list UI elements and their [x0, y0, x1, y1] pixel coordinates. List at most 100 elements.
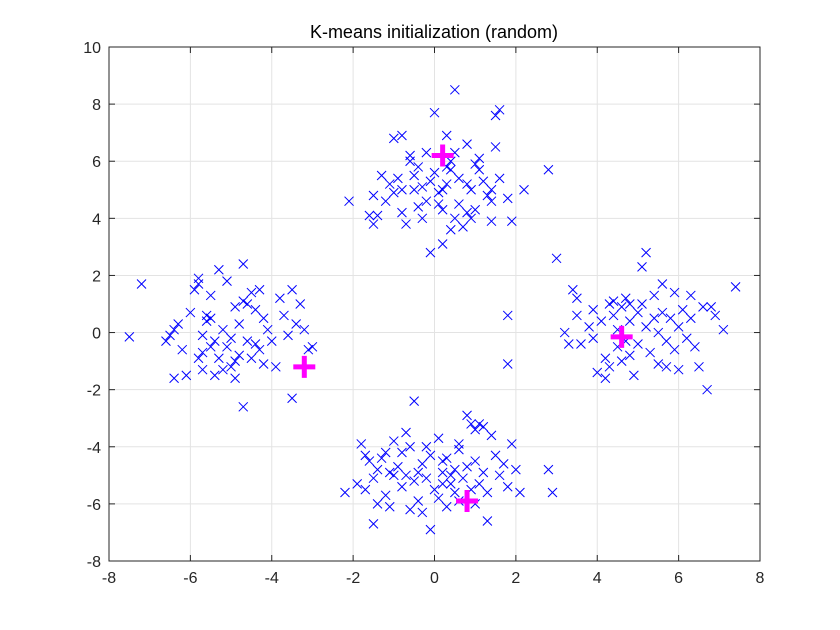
data-point [506, 439, 517, 449]
data-point [466, 419, 476, 429]
data-point [649, 313, 660, 324]
data-point [641, 247, 651, 258]
data-point [303, 344, 314, 355]
data-point [433, 433, 444, 444]
data-point [433, 199, 444, 209]
data-point [291, 319, 302, 329]
data-point [124, 331, 135, 342]
data-point [193, 279, 204, 289]
data-point [356, 439, 367, 449]
y-tick-label: 6 [92, 154, 101, 171]
data-point [429, 167, 440, 178]
y-tick-label: -4 [87, 440, 101, 457]
data-point [445, 479, 456, 489]
data-point [470, 159, 481, 169]
data-point [690, 341, 700, 352]
data-point [283, 330, 293, 341]
data-point [588, 304, 599, 315]
data-point [677, 304, 688, 315]
data-point [388, 133, 399, 144]
data-point [352, 479, 363, 489]
data-point [413, 496, 424, 506]
data-point [470, 204, 481, 215]
data-point [270, 361, 281, 372]
data-point [449, 487, 460, 498]
data-point [490, 142, 501, 152]
data-point [295, 299, 306, 309]
data-point [596, 316, 607, 326]
data-point [242, 336, 253, 346]
data-point [486, 430, 497, 441]
data-point [246, 287, 257, 298]
centroid-marker [456, 490, 479, 513]
data-point [425, 247, 436, 258]
data-point [482, 516, 493, 526]
data-point [222, 276, 232, 287]
data-point [230, 373, 240, 384]
data-point [437, 184, 448, 195]
data-point [494, 104, 505, 115]
data-point [694, 361, 704, 372]
data-point [470, 424, 481, 435]
data-point [242, 299, 253, 309]
data-point [685, 290, 696, 301]
data-point [567, 284, 578, 295]
data-point [234, 350, 245, 361]
data-point [506, 216, 517, 227]
data-point [494, 470, 505, 481]
data-point [576, 339, 586, 349]
data-point [425, 176, 436, 187]
data-point [258, 313, 269, 324]
data-point [136, 279, 147, 289]
data-point [454, 173, 464, 184]
data-point [486, 216, 497, 227]
data-point [462, 461, 472, 472]
x-tick-label: 2 [511, 570, 520, 587]
data-point [401, 219, 411, 229]
data-point [393, 461, 403, 472]
data-point [368, 190, 379, 201]
data-point [653, 327, 664, 338]
y-tick-label: -2 [87, 383, 101, 400]
data-point [433, 187, 444, 198]
data-point [502, 193, 513, 204]
data-point [421, 441, 432, 452]
data-point [405, 504, 415, 515]
data-point [592, 367, 603, 378]
axis-ticks: -8 -6 -4 -2 0 2 4 6 8 -8 -6 -4 -2 0 2 4 6 8 10 [83, 40, 764, 587]
data-point [372, 210, 383, 221]
data-point [397, 184, 407, 195]
data-point [218, 324, 228, 335]
data-point [197, 364, 208, 375]
data-point [730, 282, 741, 292]
data-point [201, 310, 212, 321]
data-point [637, 299, 647, 309]
data-point [494, 173, 505, 184]
data-point [417, 459, 428, 469]
data-point [189, 284, 200, 295]
data-point [718, 324, 729, 335]
data-point [563, 339, 574, 349]
data-point [486, 196, 497, 207]
data-point [478, 176, 489, 187]
data-point [462, 139, 472, 149]
data-point [604, 299, 615, 309]
data-point [620, 293, 631, 304]
data-point [498, 459, 509, 469]
data-point [502, 481, 513, 492]
data-point [657, 279, 668, 289]
data-point [441, 130, 452, 141]
data-point [519, 184, 529, 195]
data-point [234, 319, 245, 329]
data-point [384, 179, 395, 189]
data-point [604, 361, 615, 372]
data-point [417, 507, 428, 518]
data-point [258, 359, 269, 369]
data-point [384, 467, 395, 478]
data-point [254, 284, 265, 295]
data-point [409, 184, 420, 195]
data-point [185, 307, 196, 318]
data-point [429, 484, 440, 495]
y-tick-label: 10 [83, 40, 101, 57]
data-point [368, 473, 379, 484]
